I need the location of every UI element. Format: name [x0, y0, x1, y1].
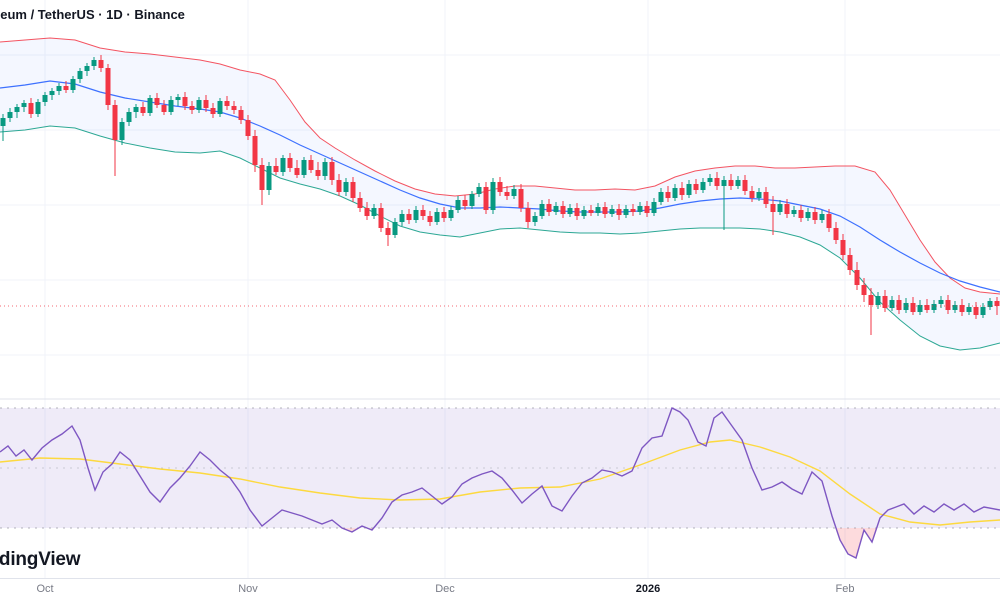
tradingview-logo-text: TradingView: [0, 549, 81, 570]
symbol-title[interactable]: Ethereum / TetherUS · 1D · Binance: [0, 5, 240, 25]
gridlines: [0, 0, 1000, 578]
symbol-title-text: Ethereum / TetherUS · 1D · Binance: [0, 7, 185, 22]
time-axis[interactable]: Oct Nov Dec 2026 Feb: [0, 578, 1000, 600]
candlestick-series: [0, 55, 1000, 335]
time-axis-label: Nov: [238, 583, 258, 595]
time-axis-label: Dec: [435, 583, 455, 595]
time-axis-label: 2026: [635, 583, 661, 595]
time-axis-label: Oct: [36, 583, 54, 595]
rsi-panel: [0, 407, 1000, 560]
time-axis-label: Feb: [835, 583, 855, 595]
tradingview-logo[interactable]: TradingView: [0, 546, 130, 574]
